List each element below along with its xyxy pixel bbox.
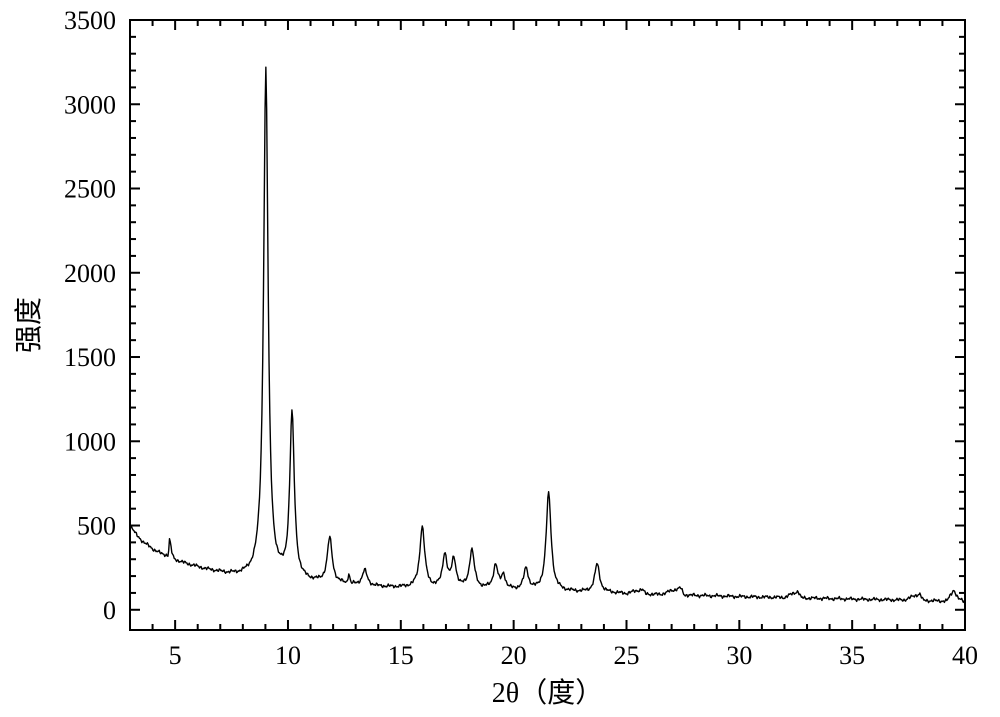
plot-frame — [130, 20, 965, 630]
svg-text:15: 15 — [388, 641, 414, 670]
y-tick-labels: 0 500 1000 1500 2000 2500 3000 3500 — [64, 6, 116, 625]
x-ticks — [130, 20, 965, 630]
svg-text:30: 30 — [726, 641, 752, 670]
chart-container: 5 10 15 20 25 30 35 40 0 500 1000 1500 2000 2500 3000… — [0, 0, 1000, 717]
y-ticks — [130, 20, 965, 610]
svg-text:2500: 2500 — [64, 175, 116, 204]
svg-text:20: 20 — [501, 641, 527, 670]
svg-text:25: 25 — [613, 641, 639, 670]
xrd-chart: 5 10 15 20 25 30 35 40 0 500 1000 1500 2000 2500 3000… — [0, 0, 1000, 717]
x-axis-label: 2θ（度） — [492, 677, 603, 709]
svg-text:1500: 1500 — [64, 343, 116, 372]
svg-text:10: 10 — [275, 641, 301, 670]
svg-text:500: 500 — [77, 512, 116, 541]
svg-text:3000: 3000 — [64, 90, 116, 119]
svg-text:3500: 3500 — [64, 6, 116, 35]
svg-text:35: 35 — [839, 641, 865, 670]
x-tick-labels: 5 10 15 20 25 30 35 40 — [169, 641, 978, 670]
svg-text:2000: 2000 — [64, 259, 116, 288]
svg-text:1000: 1000 — [64, 427, 116, 456]
y-axis-label: 强度 — [13, 297, 45, 353]
xrd-trace — [130, 67, 965, 603]
svg-text:40: 40 — [952, 641, 978, 670]
svg-text:5: 5 — [169, 641, 182, 670]
svg-text:0: 0 — [103, 596, 116, 625]
